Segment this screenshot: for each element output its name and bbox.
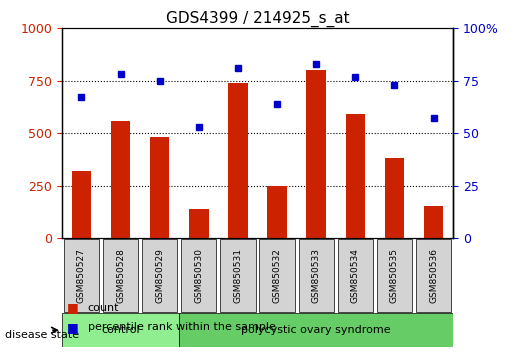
Text: GSM850531: GSM850531	[233, 248, 243, 303]
Text: GSM850530: GSM850530	[194, 248, 203, 303]
Text: GSM850534: GSM850534	[351, 248, 360, 303]
Title: GDS4399 / 214925_s_at: GDS4399 / 214925_s_at	[166, 11, 349, 27]
Bar	[72, 171, 91, 238]
Bar	[228, 83, 248, 238]
FancyBboxPatch shape	[416, 239, 451, 312]
FancyBboxPatch shape	[260, 239, 295, 312]
Text: count: count	[88, 303, 119, 313]
FancyBboxPatch shape	[179, 313, 453, 347]
Bar	[150, 137, 169, 238]
FancyBboxPatch shape	[299, 239, 334, 312]
Text: GSM850536: GSM850536	[429, 248, 438, 303]
Text: ■: ■	[67, 321, 79, 334]
FancyBboxPatch shape	[142, 239, 177, 312]
Bar	[424, 206, 443, 238]
FancyBboxPatch shape	[103, 239, 138, 312]
Text: ■: ■	[67, 302, 79, 314]
Bar	[189, 209, 209, 238]
FancyBboxPatch shape	[338, 239, 373, 312]
Text: GSM850528: GSM850528	[116, 248, 125, 303]
Text: GSM850529: GSM850529	[155, 248, 164, 303]
Text: disease state: disease state	[5, 330, 79, 339]
Text: control: control	[101, 325, 140, 335]
FancyBboxPatch shape	[62, 313, 179, 347]
Text: GSM850533: GSM850533	[312, 248, 321, 303]
FancyBboxPatch shape	[377, 239, 412, 312]
Text: percentile rank within the sample: percentile rank within the sample	[88, 322, 276, 332]
Text: GSM850535: GSM850535	[390, 248, 399, 303]
Bar	[111, 121, 130, 238]
Text: GSM850532: GSM850532	[272, 248, 282, 303]
Bar	[385, 158, 404, 238]
Text: polycystic ovary syndrome: polycystic ovary syndrome	[242, 325, 391, 335]
Bar	[267, 185, 287, 238]
Bar	[306, 70, 326, 238]
FancyBboxPatch shape	[64, 239, 99, 312]
Text: GSM850527: GSM850527	[77, 248, 86, 303]
FancyBboxPatch shape	[220, 239, 255, 312]
Bar	[346, 114, 365, 238]
FancyBboxPatch shape	[181, 239, 216, 312]
